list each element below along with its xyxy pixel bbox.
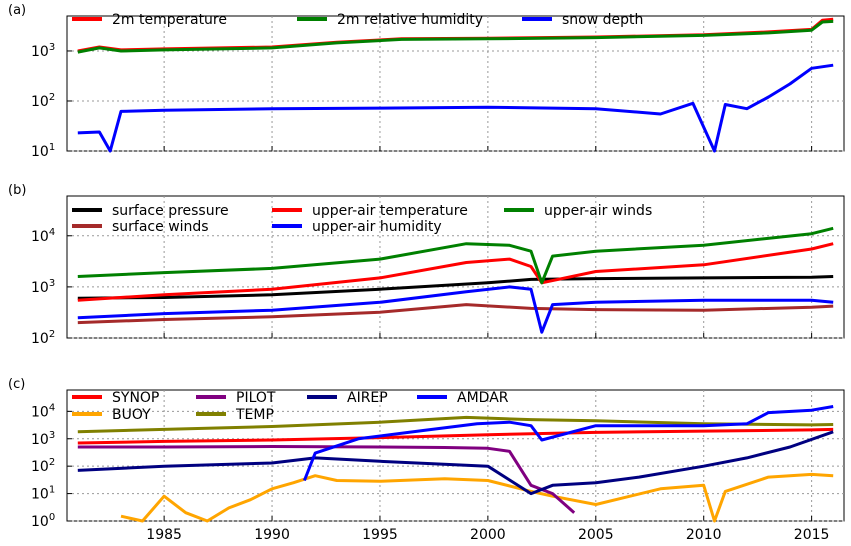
y-tick-label: 103 [31,278,55,296]
y-tick-label: 101 [31,485,55,503]
y-tick-label: 100 [31,512,55,530]
plot-frame [66,389,845,522]
legend-label-pilot: PILOT [236,390,276,406]
series-line-synop [77,427,834,445]
series-line-2m-relative-humidity [77,19,834,54]
panel-a: (a) 101 102 103 2m temperature 2m relative hu… [8,3,845,160]
series-line-airep [77,430,834,496]
legend-label-amdar: AMDAR [457,390,509,406]
y-tick-label: 103 [31,430,55,448]
series-line-surface-pressure [77,275,834,300]
legend-label-surface-winds: surface winds [112,219,209,235]
panel-label: (a) [8,3,26,18]
y-tick-label: 104 [31,227,55,245]
series-line-snow-depth [77,63,834,153]
plot-frame [66,15,845,152]
legend-label-upper-air-winds: upper-air winds [544,203,652,219]
legend-label-upper-air-humidity: upper-air humidity [312,219,442,235]
series-line-temp [77,415,834,434]
series-line-upper-air-temperature [77,242,834,302]
series-line-surface-winds [77,303,834,325]
panel-label: (c) [8,377,25,392]
x-tick-label: 2015 [794,527,830,543]
legend-label-surface-pressure: surface pressure [112,203,229,219]
y-tick-label: 101 [31,142,55,160]
legend-label-buoy: BUOY [112,407,151,423]
x-tick-label: 1985 [146,527,182,543]
series-line-upper-air-humidity [77,285,834,334]
plot-frame [66,195,845,339]
legend-label-synop: SYNOP [112,390,159,406]
x-tick-label: 2000 [470,527,506,543]
legend-label-2m-relative-humidity: 2m relative humidity [337,12,483,28]
y-tick-label: 103 [31,42,55,60]
panel-label: (b) [8,183,26,198]
x-tick-label: 2005 [578,527,614,543]
y-tick-label: 102 [31,92,55,110]
legend-label-snow-depth: snow depth [562,12,643,28]
x-tick-label: 1990 [254,527,290,543]
legend-label-2m-temperature: 2m temperature [112,12,227,28]
series-line-buoy [120,472,834,523]
x-tick-label: 1995 [362,527,398,543]
y-tick-label: 104 [31,402,55,420]
series-line-amdar [303,405,834,482]
x-tick-label: 2010 [686,527,722,543]
y-tick-label: 102 [31,457,55,475]
y-tick-label: 102 [31,329,55,347]
legend-label-airep: AIREP [347,390,388,406]
legend-label-temp: TEMP [235,407,274,423]
legend-label-upper-air-temperature: upper-air temperature [312,203,468,219]
series-line-upper-air-winds [77,226,834,285]
